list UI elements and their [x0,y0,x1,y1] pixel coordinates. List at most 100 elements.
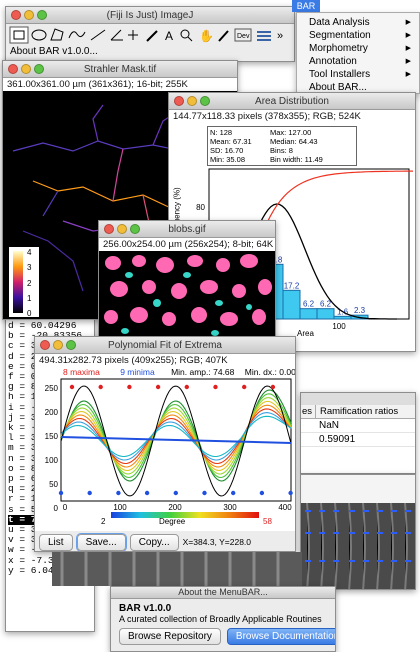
results-line[interactable]: u = 3.05 [8,524,54,536]
kymograph-window [300,474,416,590]
table-row[interactable]: NaN [301,419,415,433]
legend-label: Degree [159,517,186,526]
polygon-tool-icon[interactable] [50,28,64,41]
results-line[interactable]: s = 5. [8,503,43,515]
results-line[interactable]: n = 3. [8,452,43,464]
zoom-button[interactable] [200,96,210,106]
results-line[interactable]: c = 3. [8,340,43,352]
results-line[interactable]: d = 2. [8,350,43,362]
poly-plot[interactable]: 8 maxima 9 minima Min. amp.: 74.68 Min. … [35,367,295,531]
fiji-title: (Fiji Is Just) ImageJ [106,10,194,21]
fiji-titlebar: (Fiji Is Just) ImageJ [6,7,294,24]
wand-tool-icon[interactable] [146,30,158,42]
zoom-button[interactable] [130,224,140,234]
zoom-button[interactable] [34,64,44,74]
list-button[interactable]: List [39,533,73,551]
kymograph-image[interactable] [301,503,416,590]
bar-menu-item[interactable]: Annotation ▶ [297,55,419,68]
minimize-button[interactable] [24,10,34,20]
freehand-tool-icon[interactable] [68,31,86,39]
minimize-button[interactable] [117,224,127,234]
browse-repository-button[interactable]: Browse Repository [119,628,221,645]
bar-menu-item[interactable]: Tool Installers ▶ [297,68,419,81]
angle-tool-icon[interactable] [110,29,123,41]
hand-tool-icon[interactable]: ✋ [199,29,214,43]
stack-tool-icon[interactable] [257,31,271,41]
minimize-button[interactable] [53,340,63,350]
dev-tool-icon[interactable]: Dev [234,28,252,42]
results-line[interactable]: j = 3. [8,411,43,423]
about-dialog: About the MenuBAR... BAR v1.0.0 A curate… [110,586,336,652]
close-button[interactable] [174,96,184,106]
text-tool-icon[interactable]: A [165,29,173,43]
x-tick-label: 400 [278,503,292,512]
bar-menu-item-label: Morphometry [309,43,368,54]
zoom-button[interactable] [66,340,76,350]
results-line[interactable]: i = -2 [8,401,43,413]
results-line[interactable]: d = 60.04296 [8,320,77,331]
oval-tool-icon[interactable] [31,29,47,41]
results-line[interactable]: v = 3.0 [8,534,48,546]
stat-min: Min: 35.08 [210,155,246,164]
x-tick-label: 0 [63,503,68,512]
fiji-status: About BAR v1.0.0... [10,46,98,57]
table-row[interactable]: 0.59091 [301,433,415,447]
more-tools-icon[interactable]: » [277,30,283,42]
blobs-image[interactable] [99,251,276,338]
table-col-header[interactable]: es [302,406,313,417]
stat-median: Median: 64.43 [270,137,318,146]
minimum-marker [173,490,178,496]
line-tool-icon[interactable] [90,29,106,41]
results-line[interactable]: g = 8. [8,381,43,393]
browse-documentation-button[interactable]: Browse Documentation [226,628,335,645]
results-line[interactable]: h = 1. [8,391,43,403]
zoom-tool-icon[interactable] [180,29,193,42]
x-tick-label: 200 [168,503,182,512]
y-tick-label: 50 [49,480,58,489]
close-button[interactable] [104,224,114,234]
results-line[interactable]: f = 0. [8,371,43,383]
bar-menu-item[interactable]: About BAR... [297,81,419,94]
stat-n: N: 128 [210,128,233,137]
results-line[interactable]: x = -7.37558E- [8,554,88,566]
poly-buttonbar: List Save... Copy... X=384.3, Y=228.0 [35,532,295,551]
about-titlebar: About the MenuBAR... [111,587,335,599]
zoom-button[interactable] [37,10,47,20]
results-line[interactable]: m = 3. [8,442,43,454]
save-button[interactable]: Save... [76,533,126,551]
cumulative-curve [242,170,413,314]
bar-menu-tab[interactable]: BAR [292,0,320,12]
bar-menu-item-label: Segmentation [309,30,371,41]
table-col-header[interactable]: Ramification ratios [315,405,402,418]
results-line[interactable]: k = -1 [8,422,43,434]
results-line[interactable]: l = 3. [8,432,43,444]
bar-menu-item-label: Data Analysis [309,17,370,28]
results-line[interactable]: o = 8. [8,462,43,474]
bar-menu-item[interactable]: Segmentation ▶ [297,29,419,42]
bar-menu-item[interactable]: Morphometry ▶ [297,42,419,55]
minimize-button[interactable] [187,96,197,106]
table-cell: 0.59091 [319,434,356,445]
point-tool-icon[interactable] [128,30,138,40]
x-tick-label: 100 [113,503,127,512]
results-line[interactable]: p = 6. [8,473,43,485]
results-line[interactable]: e = 0. [8,360,43,372]
bar-menu-item[interactable]: Data Analysis ▶ [297,16,419,29]
dropper-tool-icon[interactable] [218,30,229,42]
rectangle-tool-icon[interactable] [9,26,29,44]
strahler-titlebar: Strahler Mask.tif [3,61,237,78]
minimize-button[interactable] [21,64,31,74]
close-button[interactable] [8,64,18,74]
copy-button[interactable]: Copy... [129,533,179,551]
bar-menu-item-label: About BAR... [309,82,367,93]
results-line[interactable]: q = 2. [8,483,43,495]
bar-menu: Data Analysis ▶ Segmentation ▶ Morphometry ▶ A… [296,12,420,94]
close-button[interactable] [40,340,50,350]
fit-curve [60,408,292,465]
results-line[interactable]: b = -20.83356 [8,330,82,342]
results-line[interactable]: y = 6.04879E-6 [8,564,88,576]
close-button[interactable] [11,10,21,20]
table-cell [301,433,315,446]
minima-label: 9 minima [120,367,155,377]
results-line[interactable]: r = 1. [8,493,43,505]
